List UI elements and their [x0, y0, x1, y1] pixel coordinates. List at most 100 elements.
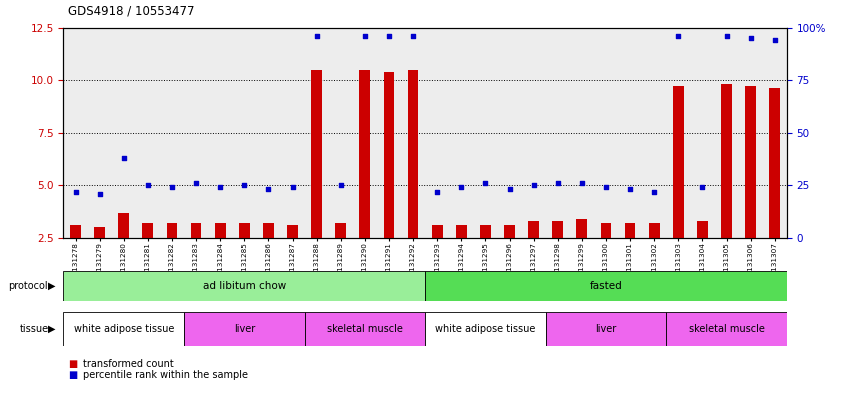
Bar: [353, 28, 376, 238]
Point: [503, 186, 516, 193]
Bar: [118, 213, 129, 238]
Point: [431, 188, 444, 195]
Bar: [184, 312, 305, 346]
Bar: [383, 72, 394, 238]
Bar: [63, 28, 87, 238]
Point: [69, 188, 82, 195]
Point: [93, 191, 107, 197]
Text: skeletal muscle: skeletal muscle: [327, 324, 403, 334]
Bar: [449, 28, 473, 238]
Bar: [94, 227, 105, 238]
Bar: [215, 223, 226, 238]
Point: [672, 33, 685, 39]
Bar: [666, 28, 690, 238]
Point: [695, 184, 709, 191]
Bar: [739, 28, 762, 238]
Bar: [769, 88, 780, 238]
Bar: [601, 223, 612, 238]
Bar: [570, 28, 594, 238]
Bar: [239, 223, 250, 238]
Point: [768, 37, 782, 43]
Bar: [425, 28, 449, 238]
Point: [141, 182, 155, 188]
Point: [527, 182, 541, 188]
Bar: [232, 28, 256, 238]
Text: white adipose tissue: white adipose tissue: [74, 324, 174, 334]
Text: liver: liver: [596, 324, 617, 334]
Bar: [521, 28, 546, 238]
Point: [575, 180, 589, 186]
Bar: [546, 28, 570, 238]
Point: [551, 180, 564, 186]
Point: [165, 184, 179, 191]
Bar: [690, 28, 714, 238]
Text: transformed count: transformed count: [83, 358, 173, 369]
Point: [213, 184, 227, 191]
Point: [358, 33, 371, 39]
Bar: [360, 70, 371, 238]
Point: [624, 186, 637, 193]
Text: ■: ■: [68, 358, 77, 369]
Bar: [328, 28, 353, 238]
Bar: [256, 28, 280, 238]
Bar: [497, 28, 521, 238]
Bar: [642, 28, 666, 238]
Bar: [431, 225, 442, 238]
Bar: [335, 223, 346, 238]
Point: [334, 182, 348, 188]
Bar: [408, 70, 419, 238]
Text: white adipose tissue: white adipose tissue: [435, 324, 536, 334]
Bar: [287, 225, 298, 238]
Bar: [280, 28, 305, 238]
Bar: [401, 28, 425, 238]
Point: [647, 188, 661, 195]
Text: tissue: tissue: [19, 324, 48, 334]
Bar: [135, 28, 160, 238]
Bar: [649, 223, 660, 238]
Text: fasted: fasted: [590, 281, 623, 291]
Bar: [480, 225, 491, 238]
Text: liver: liver: [233, 324, 255, 334]
Text: skeletal muscle: skeletal muscle: [689, 324, 765, 334]
Bar: [721, 84, 732, 238]
Bar: [184, 28, 208, 238]
Text: ▶: ▶: [48, 324, 56, 334]
Text: ■: ■: [68, 370, 77, 380]
Bar: [552, 221, 563, 238]
Bar: [190, 223, 201, 238]
Bar: [305, 28, 328, 238]
Point: [454, 184, 468, 191]
Point: [382, 33, 396, 39]
Bar: [456, 225, 467, 238]
Point: [261, 186, 275, 193]
Bar: [63, 271, 425, 301]
Bar: [576, 219, 587, 238]
Point: [117, 155, 130, 161]
Point: [720, 33, 733, 39]
Point: [286, 184, 299, 191]
Bar: [87, 28, 112, 238]
Bar: [762, 28, 787, 238]
Bar: [426, 271, 787, 301]
Bar: [673, 86, 684, 238]
Bar: [305, 312, 425, 346]
Bar: [63, 312, 184, 346]
Text: GDS4918 / 10553477: GDS4918 / 10553477: [68, 5, 195, 18]
Bar: [697, 221, 708, 238]
Bar: [624, 223, 635, 238]
Bar: [504, 225, 515, 238]
Bar: [167, 223, 178, 238]
Point: [744, 35, 757, 41]
Bar: [160, 28, 184, 238]
Bar: [473, 28, 497, 238]
Bar: [745, 86, 756, 238]
Bar: [528, 221, 539, 238]
Bar: [594, 28, 618, 238]
Text: ad libitum chow: ad libitum chow: [203, 281, 286, 291]
Bar: [376, 28, 401, 238]
Text: protocol: protocol: [8, 281, 48, 291]
Point: [599, 184, 613, 191]
Bar: [667, 312, 787, 346]
Bar: [311, 70, 322, 238]
Text: ▶: ▶: [48, 281, 56, 291]
